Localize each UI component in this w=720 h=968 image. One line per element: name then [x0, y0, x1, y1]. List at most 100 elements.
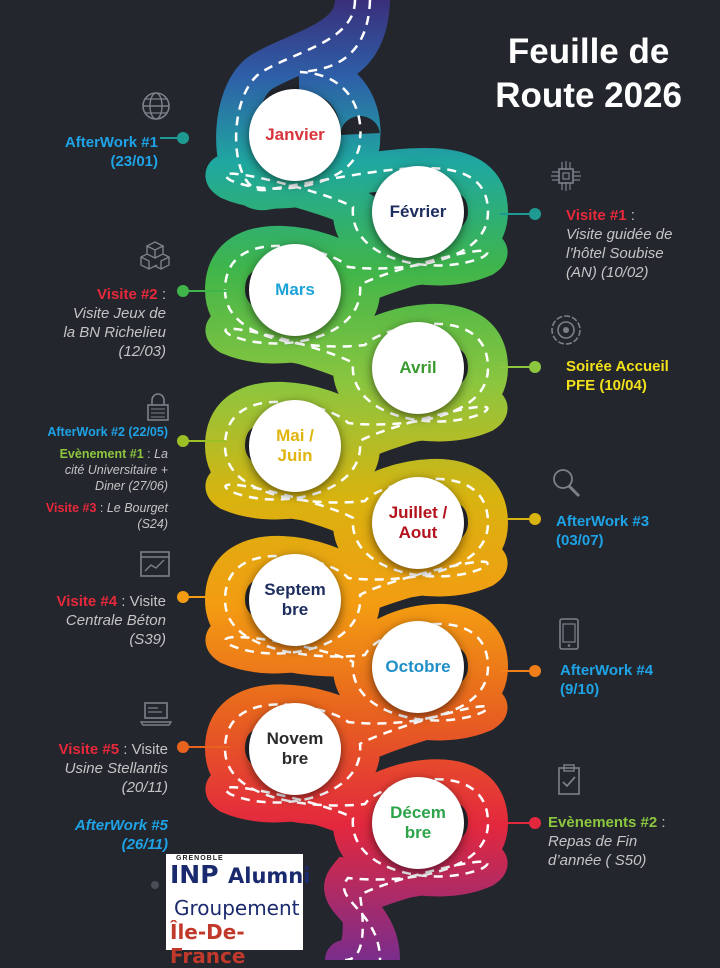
road-lane-a: [223, 0, 490, 960]
laptop-icon: [139, 702, 173, 726]
event-text: :: [143, 447, 155, 461]
month-circle-5: Mai / Juin: [249, 400, 341, 492]
event-line: Visite guidée de: [566, 225, 706, 244]
event-text: d’année ( S50): [548, 852, 647, 869]
month-label: Juillet / Aout: [388, 503, 448, 542]
event-line: (AN) (10/02): [566, 263, 706, 282]
event-text: la BN Richelieu: [63, 324, 166, 341]
event-label: Evènement #1: [59, 447, 144, 461]
event-text: cité Universitaire +: [64, 463, 168, 477]
event-line: Visite #5 : Visite: [18, 740, 168, 759]
event-label: Visite #5: [58, 741, 120, 758]
event-label: (9/10): [560, 681, 600, 698]
event-block-2: Visite #1 : Visite guidée de l’hôtel Soubi…: [566, 206, 706, 282]
event-line: Soirée Accueil: [566, 357, 706, 376]
event-dot: [529, 208, 541, 220]
event-block-9: Visite #5 : Visite Usine Stellantis (20/11…: [18, 740, 168, 854]
event-connector: [183, 440, 226, 442]
event-connector: [500, 213, 535, 215]
event-dot: [177, 132, 189, 144]
event-connector: [183, 596, 230, 598]
event-text: La: [154, 447, 168, 461]
event-line: (23/01): [40, 152, 158, 171]
event-line: AfterWork #1: [40, 133, 158, 152]
event-label: AfterWork #4: [560, 662, 654, 679]
event-line: (03/07): [556, 531, 696, 550]
month-label: Novem bre: [266, 729, 324, 768]
event-dot: [529, 817, 541, 829]
event-block-3: Visite #2 : Visite Jeux de la BN Richelieu…: [18, 285, 166, 361]
event-line: Visite #3 : Le Bourget: [8, 500, 168, 516]
event-text: :: [157, 286, 166, 303]
event-connector: [500, 822, 535, 824]
event-line: PFE (10/04): [566, 376, 706, 395]
event-text: (20/11): [121, 779, 168, 796]
event-line: Visite Jeux de: [18, 304, 166, 323]
event-line: (9/10): [560, 680, 700, 699]
event-line: d’année ( S50): [548, 851, 708, 870]
event-text: (S24): [137, 517, 168, 531]
event-text: l’hôtel Soubise: [566, 245, 664, 262]
month-label: Décem bre: [390, 803, 446, 842]
event-connector: [500, 518, 535, 520]
clipboard-check-icon: [558, 764, 580, 795]
event-line: la BN Richelieu: [18, 323, 166, 342]
event-connector: [183, 290, 228, 292]
event-line: (26/11): [18, 835, 168, 854]
event-connector: [500, 670, 535, 672]
logo-grenoble: GRENOBLE: [176, 855, 224, 862]
title-line-2: Route 2026: [495, 76, 682, 115]
month-label: Février: [389, 202, 447, 221]
event-block-4: Soirée Accueil PFE (10/04): [566, 357, 706, 395]
title-line-1: Feuille de: [507, 32, 670, 71]
event-connector: [183, 746, 230, 748]
month-circle-10: Décem bre: [372, 777, 464, 869]
chart-window-icon: [140, 551, 170, 577]
event-text: Diner (27/06): [95, 479, 168, 493]
event-label: AfterWork #2 (22/05): [47, 425, 168, 439]
event-block-5: AfterWork #2 (22/05) Evènement #1 : La ci…: [8, 424, 168, 532]
event-block-1: AfterWork #1 (23/01): [40, 133, 158, 171]
month-circle-9: Novem bre: [249, 703, 341, 795]
event-text: Le Bourget: [106, 501, 168, 515]
month-circle-6: Juillet / Aout: [372, 477, 464, 569]
event-connector: [500, 366, 535, 368]
magnifier-icon: [553, 469, 581, 498]
lock-icon: [147, 393, 169, 421]
month-label: Janvier: [265, 125, 325, 144]
event-label: AfterWork #5: [74, 817, 168, 834]
event-text: Visite Jeux de: [72, 305, 166, 322]
event-label: AfterWork #3: [556, 513, 650, 530]
logo-alumni: Alumni: [228, 864, 311, 888]
event-dot: [177, 591, 189, 603]
event-connector: [160, 137, 183, 139]
event-text: : Visite: [119, 741, 168, 758]
cubes-icon: [140, 241, 170, 270]
event-line: Evènement #1 : La: [8, 446, 168, 462]
logo-ile-de-france: Île-De-France: [170, 920, 246, 968]
event-line: (20/11): [18, 778, 168, 797]
event-label: PFE (10/04): [566, 377, 647, 394]
event-block-8: AfterWork #4 (9/10): [560, 661, 700, 699]
event-label: Evènements #2: [548, 814, 658, 831]
event-text: (12/03): [118, 343, 166, 360]
event-label: AfterWork #1: [64, 134, 158, 151]
month-circle-1: Janvier: [249, 89, 341, 181]
decorative-dot: [151, 881, 159, 889]
event-text: :: [657, 814, 666, 831]
tablet-icon: [559, 618, 579, 650]
event-text: (S39): [129, 631, 166, 648]
event-label: Soirée Accueil: [566, 358, 669, 375]
road-lane-b: [224, 0, 489, 960]
event-line: Visite #1 :: [566, 206, 706, 225]
event-line: AfterWork #5: [18, 816, 168, 835]
event-line: (12/03): [18, 342, 166, 361]
event-label: Visite #2: [97, 286, 158, 303]
event-line: Evènements #2 :: [548, 813, 708, 832]
event-line: [18, 797, 168, 816]
event-dot: [177, 435, 189, 447]
event-dot: [529, 513, 541, 525]
month-label: Septem bre: [264, 580, 326, 619]
month-circle-3: Mars: [249, 244, 341, 336]
event-text: Visite guidée de: [566, 226, 673, 243]
